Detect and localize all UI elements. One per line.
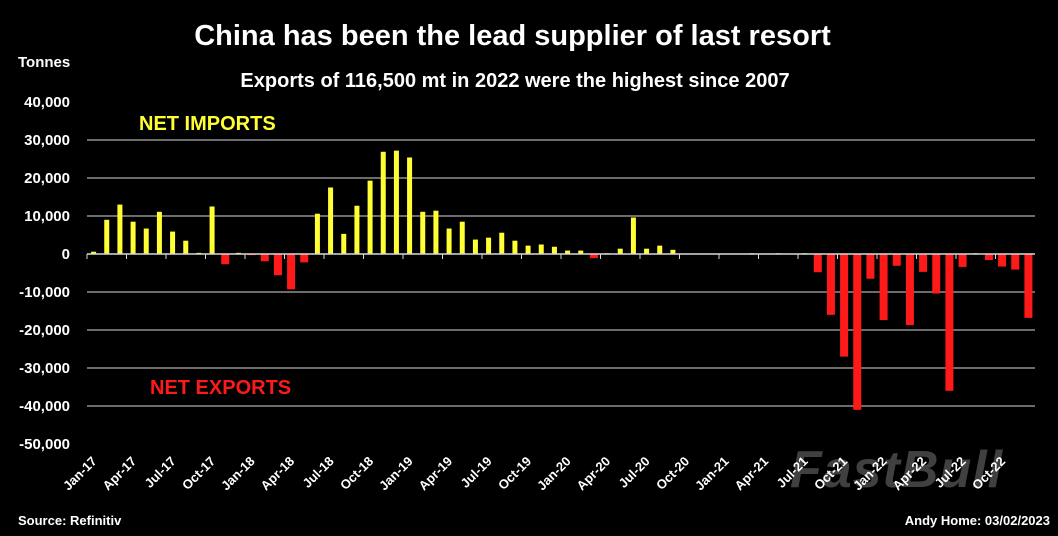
- x-tick-label: Jul-20: [616, 454, 653, 491]
- bar-sep-21: [826, 254, 835, 315]
- x-tick-label: Jan-20: [534, 454, 574, 494]
- annotation-net-exports: NET EXPORTS: [150, 377, 292, 399]
- bar-nov-22: [1011, 254, 1020, 270]
- y-tick-label: 40,000: [24, 94, 70, 111]
- bar-mar-18: [273, 254, 282, 276]
- watermark-logo: FastBull: [790, 441, 1004, 499]
- chart-subtitle: Exports of 116,500 mt in 2022 were the h…: [240, 70, 790, 92]
- bar-feb-20: [578, 250, 584, 254]
- bar-jul-19: [486, 237, 492, 254]
- chart-title: China has been the lead supplier of last…: [194, 20, 831, 52]
- bar-may-17: [143, 228, 149, 254]
- bar-may-20: [617, 248, 623, 254]
- bar-feb-17: [104, 219, 110, 254]
- bar-apr-22: [919, 254, 928, 272]
- bar-may-22: [932, 254, 941, 294]
- y-tick-label: -30,000: [19, 360, 70, 377]
- bar-feb-22: [892, 254, 901, 266]
- bar-oct-22: [998, 254, 1007, 267]
- x-tick-label: Jan-18: [218, 454, 258, 494]
- bar-dec-22: [1024, 254, 1033, 318]
- bar-aug-17: [183, 240, 189, 254]
- x-tick-label: Oct-19: [495, 454, 534, 493]
- x-tick-label: Jul-18: [300, 454, 337, 491]
- bar-may-19: [459, 221, 465, 254]
- bar-feb-19: [420, 211, 426, 254]
- bar-jun-22: [945, 254, 954, 391]
- bar-may-18: [300, 254, 309, 263]
- bar-sep-18: [354, 205, 360, 254]
- bar-jun-18: [314, 213, 320, 254]
- bar-aug-20: [657, 245, 663, 254]
- bar-jun-20: [630, 217, 636, 254]
- y-axis-label: Tonnes: [18, 54, 71, 71]
- bar-jul-17: [170, 231, 176, 254]
- bar-jun-17: [156, 211, 162, 254]
- y-tick-label: -10,000: [19, 284, 70, 301]
- bar-nov-21: [853, 254, 862, 410]
- x-tick-label: Jul-19: [458, 454, 495, 491]
- x-tick-label: Oct-20: [653, 454, 692, 493]
- bar-jun-19: [472, 239, 478, 254]
- bar-aug-19: [499, 232, 505, 254]
- bar-aug-21: [813, 254, 822, 273]
- bar-sep-19: [512, 240, 518, 254]
- bar-jan-19: [407, 157, 413, 254]
- bar-mar-22: [905, 254, 914, 326]
- y-tick-label: 20,000: [24, 170, 70, 187]
- bar-nov-18: [380, 151, 386, 254]
- bar-nov-19: [538, 244, 544, 254]
- bar-oct-17: [209, 206, 215, 254]
- bar-oct-21: [840, 254, 849, 357]
- author-credit: Andy Home: 03/02/2023: [904, 513, 1050, 528]
- x-tick-label: Apr-18: [257, 454, 297, 494]
- bar-jul-20: [644, 248, 650, 254]
- bar-aug-18: [341, 233, 347, 254]
- bar-apr-19: [446, 228, 452, 254]
- bar-mar-19: [433, 210, 439, 254]
- bar-apr-17: [130, 221, 136, 254]
- x-tick-label: Jan-19: [376, 454, 416, 494]
- bar-sep-22: [984, 254, 993, 261]
- bar-jul-22: [958, 254, 967, 267]
- bar-oct-18: [367, 180, 373, 254]
- bar-oct-19: [525, 245, 531, 254]
- x-tick-label: Jan-17: [60, 454, 100, 494]
- y-tick-label: 10,000: [24, 208, 70, 225]
- x-tick-label: Jul-17: [142, 454, 179, 491]
- bar-dec-18: [393, 150, 399, 254]
- bar-jul-18: [328, 187, 334, 254]
- annotation-net-imports: NET IMPORTS: [139, 113, 276, 135]
- x-tick-label: Oct-17: [179, 454, 218, 493]
- y-tick-label: -40,000: [19, 398, 70, 415]
- bar-jan-22: [879, 254, 888, 321]
- x-tick-label: Apr-21: [731, 454, 771, 494]
- x-tick-label: Jan-21: [692, 454, 732, 494]
- bar-jan-17: [91, 251, 97, 254]
- bar-mar-20: [589, 254, 598, 259]
- bar-dec-21: [866, 254, 875, 279]
- bar-feb-18: [260, 254, 269, 262]
- y-tick-label: -20,000: [19, 322, 70, 339]
- y-tick-label: 30,000: [24, 132, 70, 149]
- bar-sep-20: [670, 249, 676, 254]
- bar-apr-18: [287, 254, 296, 290]
- x-tick-label: Apr-20: [573, 454, 613, 494]
- x-tick-label: Oct-18: [337, 454, 376, 493]
- x-tick-label: Apr-17: [99, 454, 139, 494]
- x-tick-label: Apr-19: [415, 454, 455, 494]
- bar-mar-17: [117, 204, 123, 254]
- bar-nov-17: [221, 254, 230, 265]
- bar-jan-20: [565, 250, 571, 254]
- bar-dec-19: [551, 246, 557, 254]
- source-note: Source: Refinitiv: [18, 513, 122, 528]
- y-tick-label: 0: [62, 246, 70, 263]
- y-tick-label: -50,000: [19, 436, 70, 453]
